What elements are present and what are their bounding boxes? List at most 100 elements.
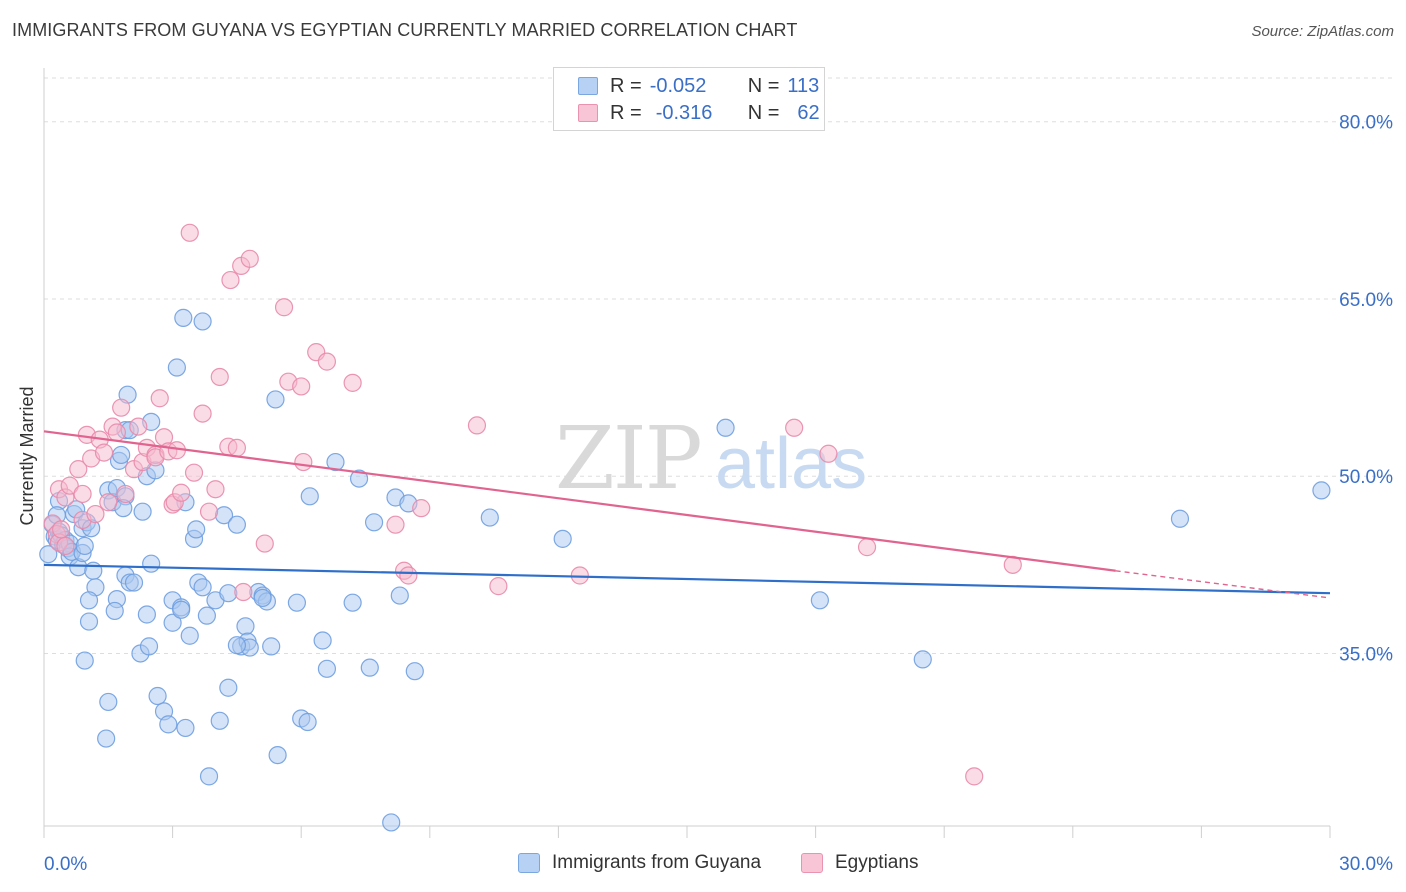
- guyana-point: [287, 593, 307, 612]
- y-tick-label: 80.0%: [1339, 113, 1393, 134]
- egyptians-point: [399, 566, 418, 585]
- egyptians-point: [69, 460, 88, 479]
- r-label: R =: [610, 74, 642, 97]
- y-tick-label: 35.0%: [1339, 644, 1393, 665]
- guyana-point: [193, 578, 212, 597]
- egyptians-point: [221, 270, 240, 290]
- egyptians-point: [116, 484, 135, 504]
- guyana-point: [75, 536, 94, 556]
- legend-item-egyptians[interactable]: Egyptians: [801, 852, 918, 874]
- egyptians-point: [150, 389, 169, 408]
- guyana-swatch: [578, 77, 598, 95]
- egyptians-point: [56, 536, 75, 556]
- egyptians-point: [172, 483, 191, 502]
- egyptians-point: [386, 515, 405, 534]
- egyptians-point: [193, 404, 212, 423]
- guyana-point: [227, 636, 246, 655]
- watermark-atlas: atlas: [715, 424, 867, 504]
- legend-label: Egyptians: [835, 852, 919, 873]
- egyptians-point: [94, 443, 114, 462]
- egyptians-point: [785, 418, 804, 437]
- guyana-point: [300, 487, 319, 506]
- r-value: -0.052: [649, 74, 707, 97]
- guyana-point: [480, 508, 499, 527]
- guyana-legend-swatch: [518, 853, 540, 873]
- guyana-point: [262, 637, 281, 656]
- guyana-point: [176, 718, 195, 738]
- egyptians-point: [489, 577, 508, 596]
- guyana-point: [75, 651, 94, 670]
- y-axis-label: Currently Married: [17, 386, 37, 525]
- guyana-point: [159, 715, 178, 734]
- guyana-point: [268, 745, 287, 765]
- n-label: N =: [747, 74, 780, 97]
- y-tick-label: 50.0%: [1339, 467, 1393, 488]
- egyptians-point: [206, 480, 225, 499]
- egyptians-point: [819, 444, 838, 463]
- guyana-point: [810, 591, 829, 610]
- guyana-point: [199, 767, 219, 786]
- guyana-point: [137, 605, 156, 624]
- guyana-point: [360, 658, 379, 677]
- guyana-point: [133, 502, 152, 521]
- egyptians-point: [112, 398, 131, 417]
- guyana-point: [553, 529, 572, 548]
- egyptians-point: [294, 452, 313, 472]
- series-legend: Immigrants from Guyana Egyptians: [0, 852, 1406, 878]
- guyana-point: [343, 593, 362, 612]
- egyptians-point: [292, 377, 311, 396]
- guyana-point: [313, 631, 332, 650]
- r-value: -0.316: [655, 101, 713, 124]
- egyptians-point: [240, 249, 259, 268]
- egyptians-point: [255, 534, 274, 553]
- guyana-point: [39, 545, 58, 564]
- stats-row-egyptians: R = -0.316 N = 62: [578, 100, 820, 126]
- guyana-point: [1312, 481, 1331, 500]
- egyptians-point: [210, 367, 229, 387]
- egyptians-point: [412, 499, 431, 518]
- egyptians-point: [274, 298, 294, 317]
- guyana-point: [219, 678, 238, 697]
- egyptians-point: [467, 416, 487, 435]
- guyana-point: [124, 573, 144, 592]
- source-label: Source: ZipAtlas.com: [1251, 23, 1394, 40]
- egyptians-point: [52, 520, 71, 539]
- egyptians-point: [129, 417, 148, 436]
- egyptians-point: [180, 223, 199, 242]
- legend-label: Immigrants from Guyana: [552, 852, 762, 873]
- egyptians-point: [199, 502, 219, 521]
- guyana-point: [219, 584, 238, 603]
- guyana-point: [390, 586, 409, 605]
- egyptians-swatch: [578, 104, 598, 122]
- guyana-point: [79, 612, 99, 631]
- guyana-point: [180, 626, 199, 645]
- egyptians-point: [343, 373, 362, 392]
- guyana-point: [236, 617, 255, 636]
- guyana-point: [167, 358, 186, 377]
- n-value: 113: [787, 74, 820, 97]
- n-value: 62: [797, 101, 820, 124]
- guyana-point: [174, 308, 193, 327]
- r-label: R =: [610, 101, 642, 124]
- egyptians-point: [73, 484, 92, 504]
- egyptians-point: [965, 767, 984, 786]
- guyana-point: [253, 588, 272, 608]
- guyana-point: [112, 445, 131, 465]
- guyana-point: [172, 600, 191, 619]
- legend-item-guyana[interactable]: Immigrants from Guyana: [518, 852, 761, 874]
- guyana-point: [148, 686, 167, 706]
- guyana-point: [99, 692, 118, 712]
- guyana-trend-line: [43, 563, 1331, 595]
- egyptians-point: [86, 504, 105, 524]
- guyana-point: [197, 606, 216, 625]
- watermark-zip: ZIP: [555, 409, 701, 509]
- guyana-point: [364, 513, 384, 532]
- guyana-point: [317, 659, 337, 678]
- y-tick-label: 65.0%: [1339, 290, 1393, 311]
- stats-row-guyana: R = -0.052 N = 113: [578, 73, 819, 99]
- n-label: N =: [747, 101, 780, 124]
- guyana-point: [913, 650, 932, 669]
- egyptians-point: [60, 476, 79, 495]
- egyptians-legend-swatch: [801, 853, 823, 873]
